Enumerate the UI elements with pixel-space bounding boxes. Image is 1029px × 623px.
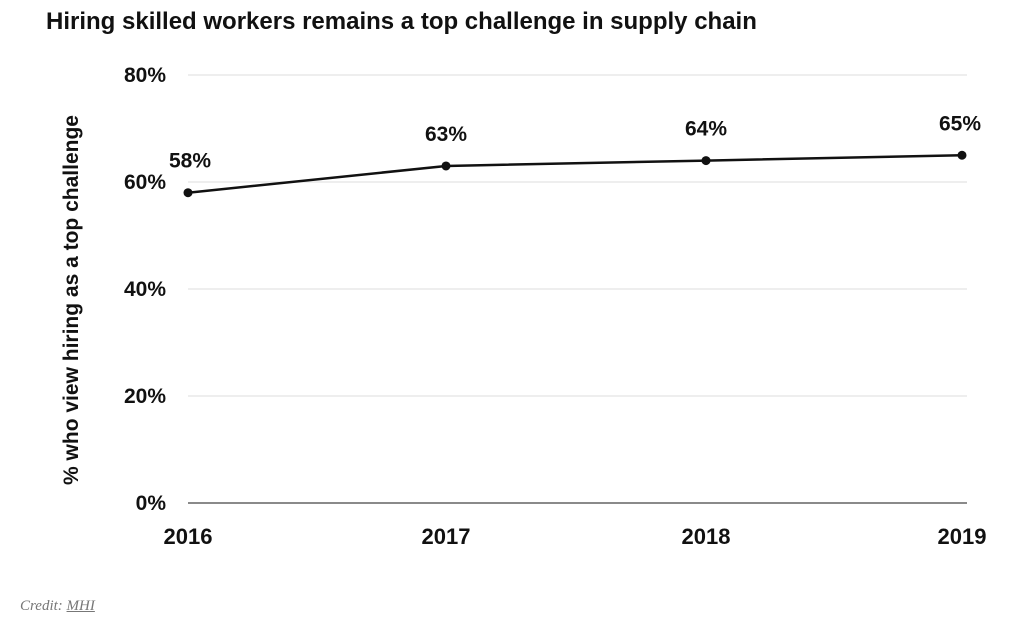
data-label-2018: 64%	[685, 118, 727, 141]
x-tick-label-2016: 2016	[164, 524, 213, 549]
data-label-2017: 63%	[425, 123, 467, 146]
y-tick-label-0: 0%	[136, 492, 167, 515]
x-tick-label-2018: 2018	[682, 524, 731, 549]
x-axis-ticks: 2016 2017 2018 2019	[164, 524, 987, 549]
data-point-2018	[701, 156, 711, 166]
chart-title: Hiring skilled workers remains a top cha…	[46, 8, 757, 35]
series-line-group	[187, 154, 963, 194]
series-line-0	[187, 154, 963, 194]
data-label-2016: 58%	[169, 150, 211, 173]
data-point-2017	[441, 161, 451, 171]
y-tick-label-80: 80%	[124, 64, 166, 87]
y-tick-label-40: 40%	[124, 278, 166, 301]
y-tick-label-20: 20%	[124, 385, 166, 408]
data-labels: 58% 63% 64% 65%	[169, 112, 981, 172]
credit-source-link[interactable]: MHI	[66, 598, 95, 614]
credit-line: Credit: MHI	[20, 598, 95, 615]
y-tick-label-60: 60%	[124, 171, 166, 194]
y-axis-ticks: 0% 20% 40% 60% 80%	[124, 64, 166, 515]
data-points	[183, 150, 967, 198]
y-axis-title: % who view hiring as a top challenge	[60, 115, 83, 485]
data-point-2019	[957, 150, 967, 160]
x-tick-label-2019: 2019	[938, 524, 987, 549]
grid-lines	[188, 74, 967, 504]
credit-label: Credit:	[20, 598, 63, 614]
data-point-2016	[183, 188, 193, 198]
data-label-2019: 65%	[939, 112, 981, 135]
x-tick-label-2017: 2017	[422, 524, 471, 549]
